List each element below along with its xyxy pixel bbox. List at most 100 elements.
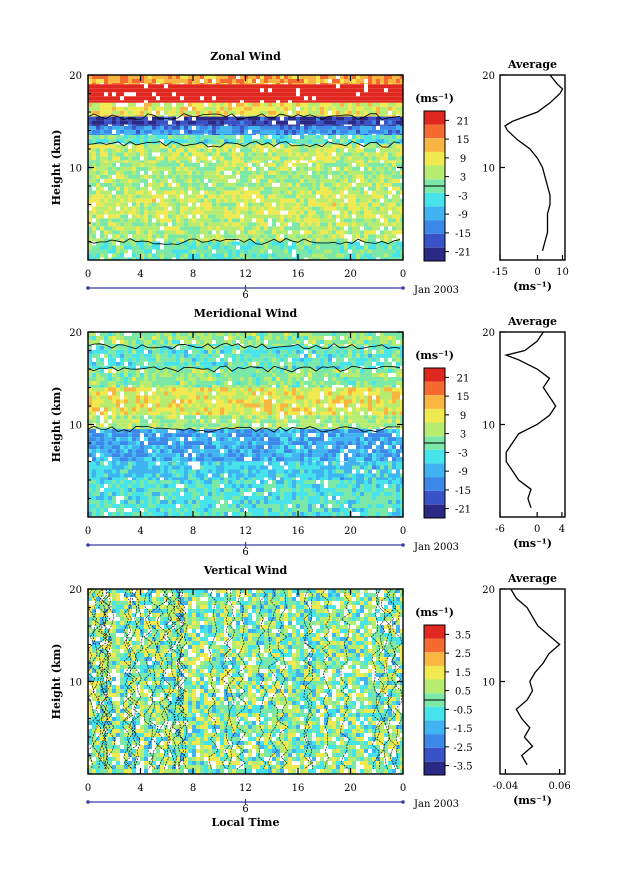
heat-cell [276, 182, 280, 187]
heat-cell [376, 186, 380, 191]
heat-cell [152, 340, 156, 344]
heat-cell [264, 96, 268, 101]
heat-cell [368, 349, 372, 354]
heat-cell [120, 174, 124, 179]
heat-cell [304, 344, 308, 346]
heat-cell [300, 139, 304, 144]
heat-cell [288, 344, 292, 346]
heat-cell [292, 79, 296, 83]
heat-cell [96, 198, 100, 203]
heat-cell [312, 160, 316, 163]
heat-cell [152, 349, 156, 354]
heat-cell [132, 144, 136, 149]
heat-cell [276, 174, 280, 179]
heat-cell [256, 186, 260, 191]
heat-cell [316, 332, 320, 336]
heat-cell [172, 125, 176, 130]
heat-cell [228, 160, 232, 163]
heat-cell [172, 230, 176, 235]
heat-cell [388, 160, 392, 163]
heat-cell [268, 194, 272, 199]
heat-cell [288, 332, 292, 336]
heat-cell [200, 234, 204, 239]
heat-cell [388, 206, 392, 211]
heat-cell [240, 114, 244, 117]
heat-cell [320, 100, 324, 103]
heat-cell [212, 84, 216, 89]
heat-cell [340, 83, 344, 85]
heat-cell [248, 110, 252, 115]
heat-cell [116, 114, 120, 117]
heat-cell [260, 332, 264, 336]
heat-cell [292, 349, 296, 354]
heat-cell [396, 88, 400, 93]
heat-cell [308, 214, 312, 219]
heat-cell [124, 194, 128, 199]
heat-cell [96, 133, 100, 136]
heat-cell [88, 129, 92, 134]
heat-cell [344, 129, 348, 134]
heat-cell [288, 148, 292, 153]
heat-cell [240, 79, 244, 83]
heat-cell [308, 194, 312, 199]
heat-cell [316, 222, 320, 227]
heat-cell [216, 238, 220, 242]
heat-cell [224, 96, 228, 101]
heat-cell [192, 332, 196, 336]
heat-cell [188, 226, 192, 231]
heat-cell [200, 102, 204, 107]
heat-cell [400, 148, 403, 153]
heat-cell [196, 210, 200, 215]
heat-cell [308, 336, 312, 340]
heat-cell [396, 156, 400, 161]
heat-cell [120, 124, 124, 126]
heat-cell [272, 234, 276, 239]
heat-cell [324, 79, 328, 83]
heat-cell [376, 174, 380, 179]
heat-cell [396, 230, 400, 235]
heat-cell [92, 190, 96, 195]
heat-cell [312, 88, 316, 93]
heat-cell [108, 125, 112, 130]
heat-cell [112, 156, 116, 161]
heat-cell [292, 75, 296, 79]
heat-cell [332, 249, 336, 254]
heat-cell [364, 148, 368, 153]
heat-cell [272, 79, 276, 83]
heat-cell [276, 226, 280, 231]
heat-cell [308, 253, 312, 258]
heat-cell [316, 124, 320, 126]
heat-cell [236, 340, 240, 344]
heat-cell [364, 241, 368, 246]
heat-cell [212, 170, 216, 175]
heat-cell [220, 75, 224, 79]
heat-cell [108, 230, 112, 235]
heat-cell [276, 116, 280, 121]
heat-cell [400, 100, 403, 103]
heat-cell [200, 152, 204, 157]
heat-cell [204, 162, 208, 167]
heat-cell [204, 206, 208, 211]
heat-cell [148, 125, 152, 130]
heat-cell [388, 88, 392, 93]
heat-cell [288, 102, 292, 107]
heat-cell [204, 234, 208, 239]
heat-cell [204, 340, 208, 344]
heat-cell [204, 357, 208, 362]
heat-cell [356, 152, 360, 157]
heat-cell [272, 160, 276, 163]
x-tick-label: 20 [344, 269, 357, 280]
heat-cell [112, 152, 116, 157]
heat-cell [276, 186, 280, 191]
heat-cell [144, 182, 148, 187]
heat-cell [220, 84, 224, 89]
heat-cell [164, 166, 168, 171]
heat-cell [380, 178, 384, 183]
heat-cell [388, 96, 392, 101]
heat-cell [180, 336, 184, 340]
heat-cell [208, 198, 212, 203]
heat-cell [108, 349, 112, 354]
heat-cell [300, 116, 304, 121]
heat-cell [124, 92, 128, 97]
heat-cell [392, 96, 396, 101]
